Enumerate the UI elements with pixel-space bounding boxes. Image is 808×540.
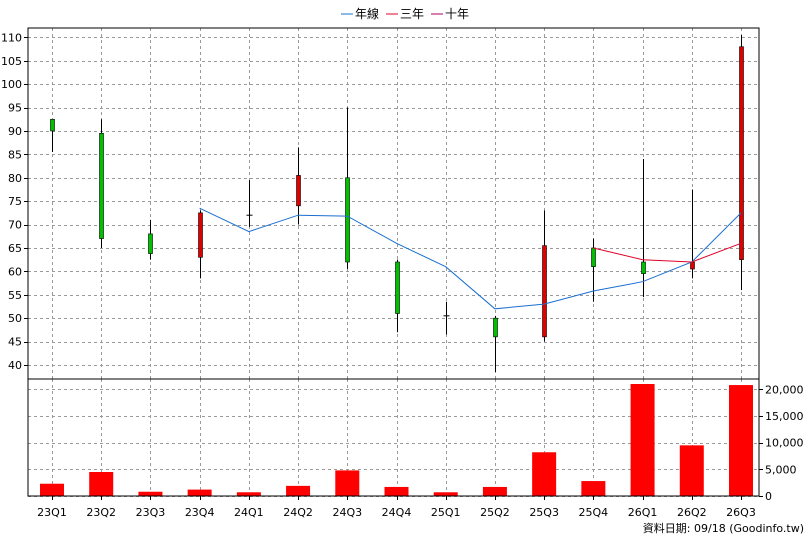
candle-body	[395, 261, 400, 314]
candles	[50, 35, 744, 372]
x-tick-label: 25Q1	[431, 506, 461, 519]
candle-body	[493, 317, 498, 338]
price-axis-ticks: 40 45 50 55 60 65 70 75 80 85 90 95 100 105 110	[1, 31, 28, 372]
volume-bar	[630, 384, 655, 496]
price-tick-label: 40	[8, 359, 22, 372]
volume-bar	[581, 481, 606, 496]
price-tick-label: 60	[8, 265, 22, 278]
price-tick-label: 85	[8, 148, 22, 161]
candle-body	[296, 175, 301, 207]
candle-body	[198, 212, 203, 258]
volume-plot-frame	[27, 378, 760, 497]
volume-bars	[40, 384, 753, 496]
price-tick-label: 95	[8, 102, 22, 115]
x-tick-label: 23Q2	[86, 506, 116, 519]
volume-axis-ticks: 0 5,000 10,000 15,000 20,000	[759, 383, 804, 503]
volume-tick-label: 20,000	[765, 383, 804, 396]
volume-bar	[138, 491, 163, 496]
candle-body	[50, 118, 55, 132]
moving-average-lines	[199, 207, 742, 310]
price-tick-label: 80	[8, 172, 22, 185]
x-tick-label: 23Q3	[136, 506, 166, 519]
candle-body	[591, 247, 596, 267]
candle-body	[148, 233, 153, 254]
x-tick-label: 26Q1	[628, 506, 658, 519]
legend-label-ten-year: 十年	[445, 7, 469, 21]
price-tick-label: 50	[8, 312, 22, 325]
x-tick-label: 26Q3	[726, 506, 756, 519]
price-tick-label: 110	[1, 31, 22, 44]
volume-tick-label: 0	[765, 490, 772, 503]
footer-data-date: 資料日期: 09/18 (Goodinfo.tw)	[643, 521, 804, 535]
volume-bar	[335, 470, 360, 496]
x-tick-label: 24Q1	[234, 506, 264, 519]
x-tick-label: 23Q1	[37, 506, 67, 519]
candle-body	[739, 46, 744, 260]
price-tick-label: 100	[1, 78, 22, 91]
x-tick-label: 25Q3	[529, 506, 559, 519]
volume-bar	[187, 489, 212, 496]
volume-bar	[679, 445, 704, 496]
price-tick-label: 55	[8, 289, 22, 302]
candle-body	[690, 261, 695, 270]
price-tick-label: 65	[8, 242, 22, 255]
legend: 年線 三年 十年	[341, 6, 469, 21]
legend-label-annual: 年線	[355, 6, 379, 21]
volume-bar	[286, 485, 311, 496]
ma-line	[199, 207, 742, 310]
x-tick-label: 25Q2	[480, 506, 510, 519]
volume-bar	[40, 483, 64, 496]
volume-bar	[384, 486, 409, 496]
volume-bar	[236, 492, 261, 496]
price-tick-label: 45	[8, 336, 22, 349]
volume-bar	[729, 385, 753, 496]
price-tick-label: 90	[8, 125, 22, 138]
x-axis-ticks: 23Q1 23Q2 23Q3 23Q4 24Q1 24Q2 24Q3 24Q4 25Q1 25Q2…	[37, 496, 756, 519]
ma-line	[593, 242, 742, 263]
x-tick-label: 24Q3	[332, 506, 362, 519]
price-tick-label: 75	[8, 195, 22, 208]
candle-body	[542, 245, 547, 338]
candle-body	[641, 261, 646, 274]
legend-label-three-year: 三年	[400, 7, 424, 21]
candle-body	[345, 177, 350, 263]
candle-body	[99, 133, 104, 239]
x-tick-label: 25Q4	[579, 506, 609, 519]
volume-bar	[532, 452, 557, 496]
price-tick-label: 105	[1, 55, 22, 68]
x-tick-label: 24Q4	[382, 506, 412, 519]
price-tick-label: 70	[8, 219, 22, 232]
x-tick-label: 23Q4	[185, 506, 215, 519]
x-tick-label: 26Q2	[677, 506, 707, 519]
volume-bar	[433, 492, 458, 496]
x-tick-label: 24Q2	[283, 506, 313, 519]
volume-bar	[89, 472, 114, 496]
volume-tick-label: 5,000	[765, 463, 797, 476]
volume-tick-label: 15,000	[765, 410, 804, 423]
volume-tick-label: 10,000	[765, 437, 804, 450]
volume-bar	[482, 486, 507, 496]
